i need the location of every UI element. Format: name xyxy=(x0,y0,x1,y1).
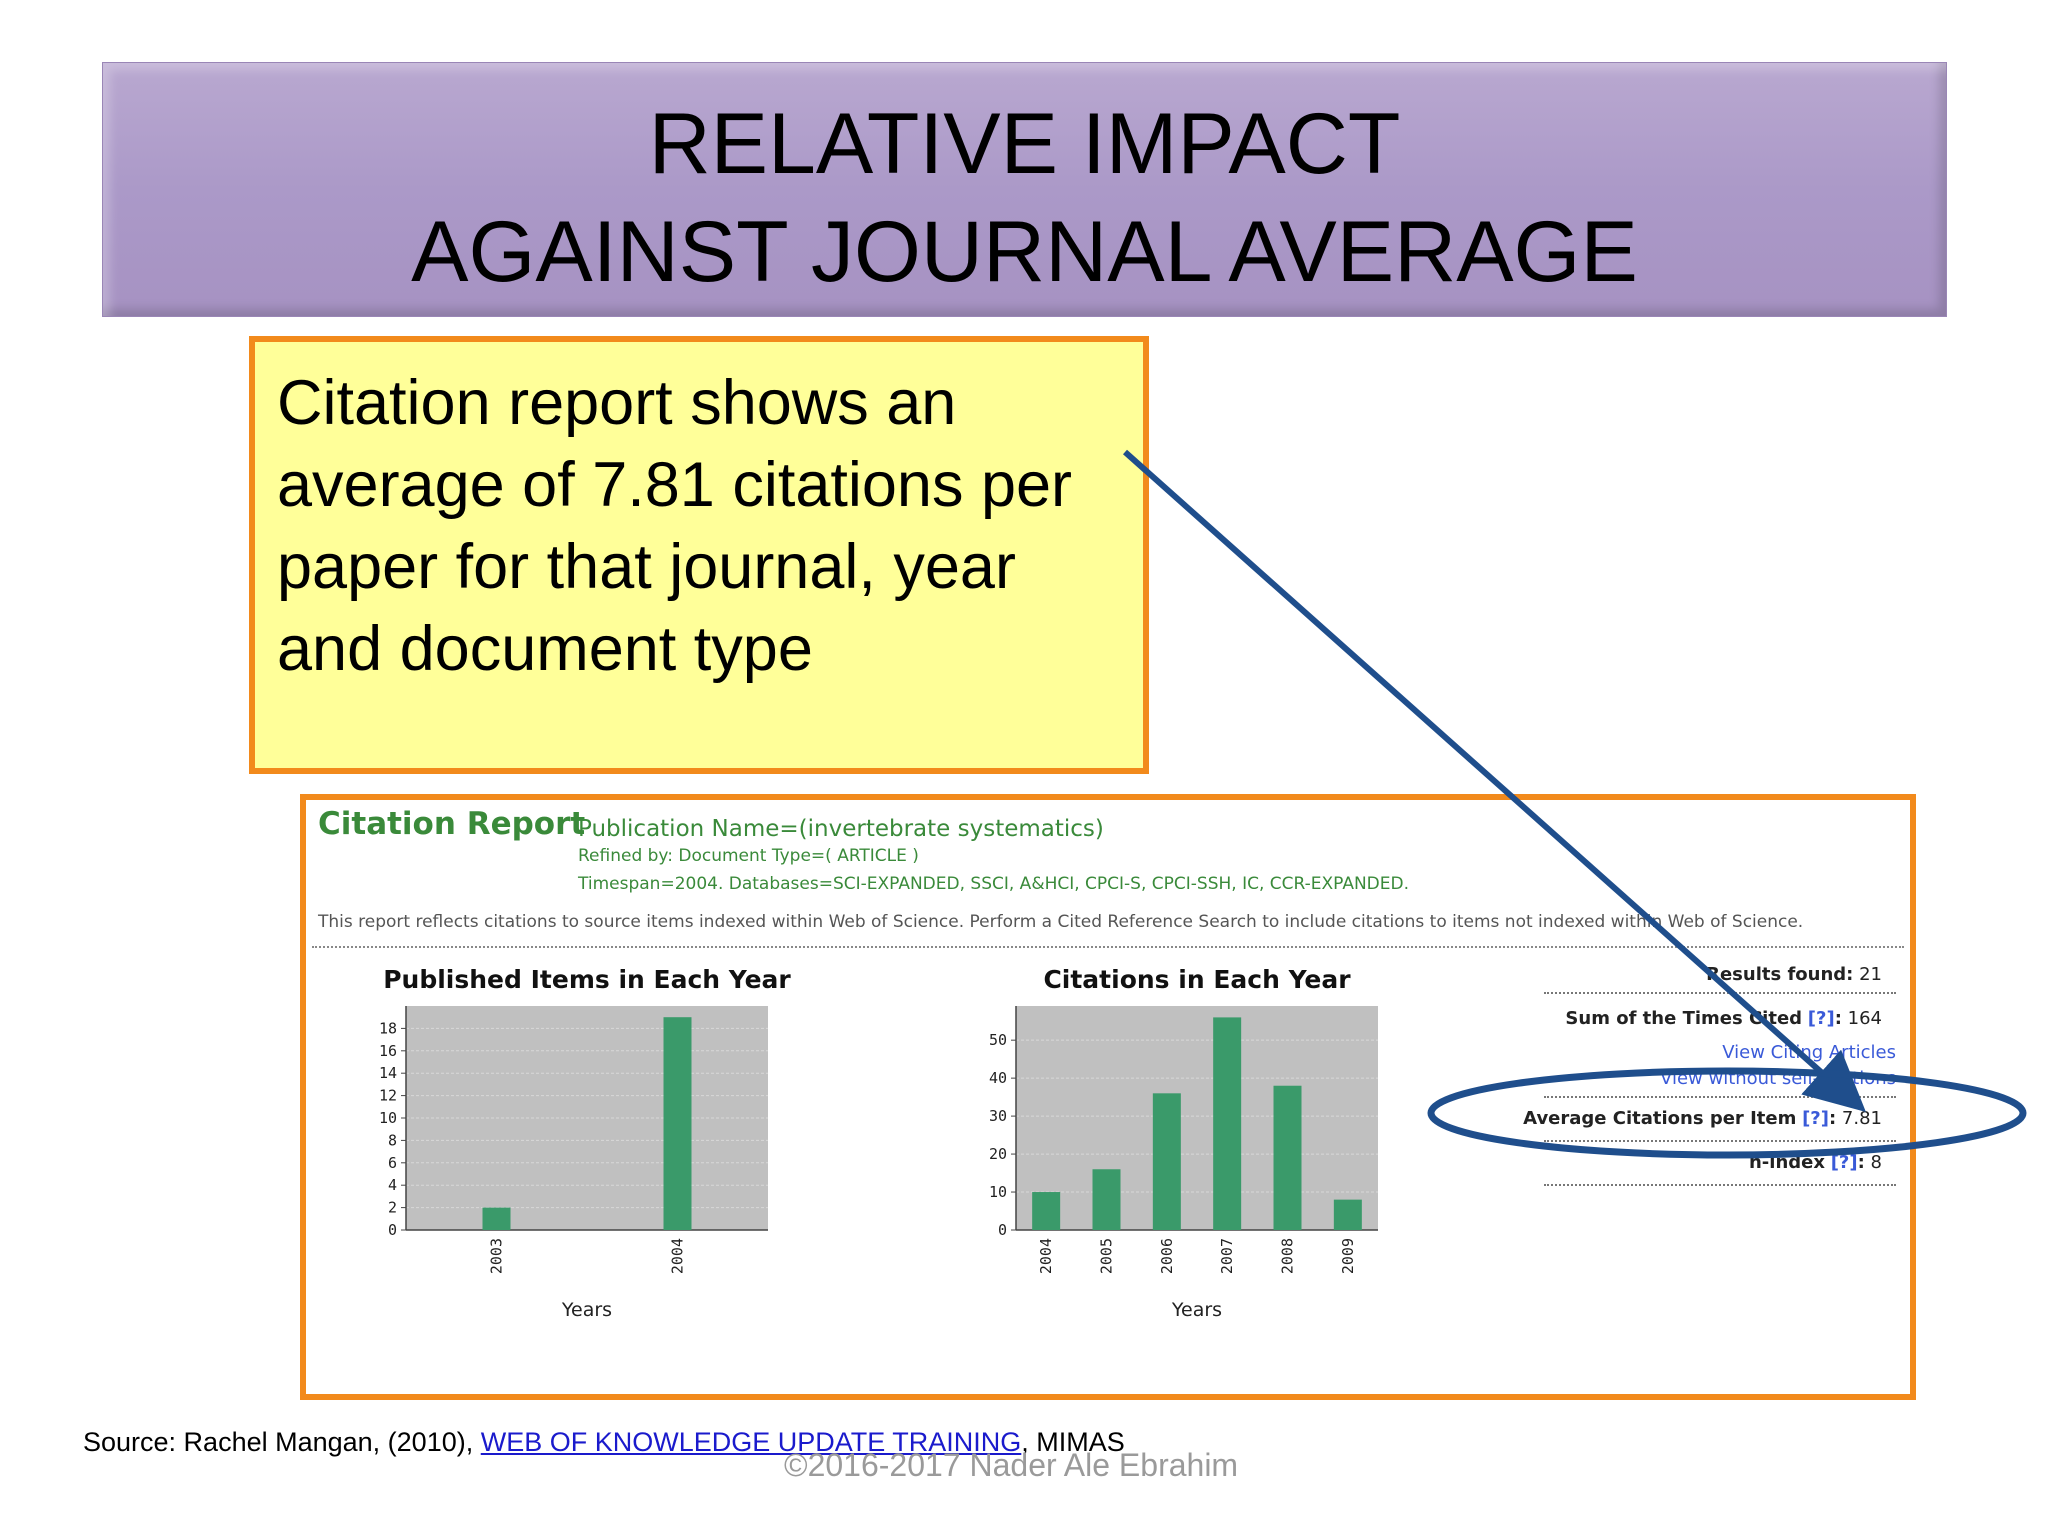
view-citing-articles-link[interactable]: View Citing Articles xyxy=(1722,1042,1896,1063)
y-tick-label: 6 xyxy=(388,1154,397,1172)
average-citations-value: 7.81 xyxy=(1841,1108,1882,1129)
source-citation: Source: Rachel Mangan, (2010), WEB OF KN… xyxy=(83,1427,1125,1458)
bar xyxy=(1092,1169,1121,1230)
bar xyxy=(1032,1192,1061,1230)
x-tick-label: 2006 xyxy=(1158,1238,1176,1274)
bar xyxy=(1333,1199,1362,1230)
sum-times-cited-value: 164 xyxy=(1847,1008,1882,1029)
report-timespan: Timespan=2004. Databases=SCI-EXPANDED, S… xyxy=(578,874,1410,894)
callout-box: Citation report shows an average of 7.81… xyxy=(249,336,1149,774)
bar xyxy=(1152,1093,1181,1230)
x-tick-label: 2009 xyxy=(1339,1238,1357,1274)
source-prefix: Source: Rachel Mangan, (2010), xyxy=(83,1427,481,1457)
help-link[interactable]: [?] xyxy=(1802,1108,1829,1129)
average-citations-label: Average Citations per Item xyxy=(1523,1108,1797,1129)
report-divider xyxy=(312,946,1904,948)
view-without-self-citations-link[interactable]: View without self-citations xyxy=(1660,1068,1896,1089)
copyright-notice: ©2016-2017 Nader Ale Ebrahim xyxy=(784,1447,1239,1483)
y-tick-label: 50 xyxy=(989,1031,1007,1049)
results-found-value: 21 xyxy=(1859,964,1882,985)
bar xyxy=(1273,1085,1302,1230)
stats-divider xyxy=(1544,992,1896,994)
y-tick-label: 40 xyxy=(989,1069,1007,1087)
stats-divider xyxy=(1544,1096,1896,1098)
x-axis-label: Years xyxy=(1171,1299,1222,1321)
source-suffix: , MIMAS xyxy=(1021,1427,1125,1457)
average-citations-row: Average Citations per Item [?]: 7.81 xyxy=(1523,1108,1882,1129)
stats-divider xyxy=(1544,1140,1896,1142)
x-tick-label: 2007 xyxy=(1218,1238,1236,1274)
plot-area xyxy=(1016,1006,1378,1230)
y-tick-label: 0 xyxy=(998,1221,1007,1239)
help-link[interactable]: [?] xyxy=(1830,1152,1858,1173)
chart-title: Citations in Each Year xyxy=(1043,965,1351,994)
title-banner: RELATIVE IMPACT AGAINST JOURNAL AVERAGE xyxy=(102,62,1947,317)
x-tick-label: 2008 xyxy=(1279,1238,1297,1274)
report-note: This report reflects citations to source… xyxy=(318,912,1804,932)
sum-times-cited-row: Sum of the Times Cited [?]: 164 xyxy=(1565,1008,1882,1029)
published-items-chart: Published Items in Each Year 0 2 4 6 8 10 12 14 1… xyxy=(379,965,791,1321)
h-index-label: h-index xyxy=(1748,1152,1825,1173)
title-line-2: AGAINST JOURNAL AVERAGE xyxy=(411,204,1638,300)
results-found-label: Results found: xyxy=(1706,964,1854,985)
title-line-1: RELATIVE IMPACT xyxy=(648,96,1401,192)
y-tick-label: 2 xyxy=(388,1199,397,1217)
citations-chart: Citations in Each Year 0 10 20 30 40 50 2004 200… xyxy=(989,965,1378,1321)
citation-report-screenshot: Citation Report Publication Name=(invert… xyxy=(300,794,1916,1400)
x-tick-label: 2004 xyxy=(1037,1238,1055,1274)
callout-text: Citation report shows an average of 7.81… xyxy=(277,368,1073,684)
bar xyxy=(1213,1017,1242,1230)
help-link[interactable]: [?] xyxy=(1807,1008,1835,1029)
sum-times-cited-label: Sum of the Times Cited xyxy=(1565,1008,1803,1029)
x-tick-label: 2005 xyxy=(1098,1238,1116,1274)
source-link[interactable]: WEB OF KNOWLEDGE UPDATE TRAINING xyxy=(480,1427,1022,1457)
bar xyxy=(663,1017,692,1230)
report-publication: Publication Name=(invertebrate systemati… xyxy=(578,816,1104,842)
x-tick-label: 2003 xyxy=(488,1238,506,1274)
y-tick-label: 12 xyxy=(379,1087,397,1105)
y-tick-label: 14 xyxy=(379,1064,397,1082)
y-tick-label: 0 xyxy=(388,1221,397,1239)
report-title: Citation Report xyxy=(318,806,586,842)
y-tick-label: 16 xyxy=(379,1042,397,1060)
x-axis-label: Years xyxy=(561,1299,612,1321)
h-index-row: h-index [?]: 8 xyxy=(1748,1152,1882,1173)
x-tick-label: 2004 xyxy=(669,1238,687,1274)
h-index-value: 8 xyxy=(1870,1152,1882,1173)
y-tick-label: 8 xyxy=(388,1131,397,1149)
results-found-row: Results found: 21 xyxy=(1706,964,1882,985)
chart-title: Published Items in Each Year xyxy=(383,965,791,994)
y-tick-label: 18 xyxy=(379,1019,397,1037)
y-tick-label: 30 xyxy=(989,1107,1007,1125)
report-refined: Refined by: Document Type=( ARTICLE ) xyxy=(578,846,919,866)
stats-divider xyxy=(1544,1184,1896,1186)
y-tick-label: 10 xyxy=(379,1109,397,1127)
y-tick-label: 10 xyxy=(989,1183,1007,1201)
y-tick-label: 4 xyxy=(388,1176,397,1194)
y-tick-label: 20 xyxy=(989,1145,1007,1163)
bar xyxy=(482,1207,511,1230)
